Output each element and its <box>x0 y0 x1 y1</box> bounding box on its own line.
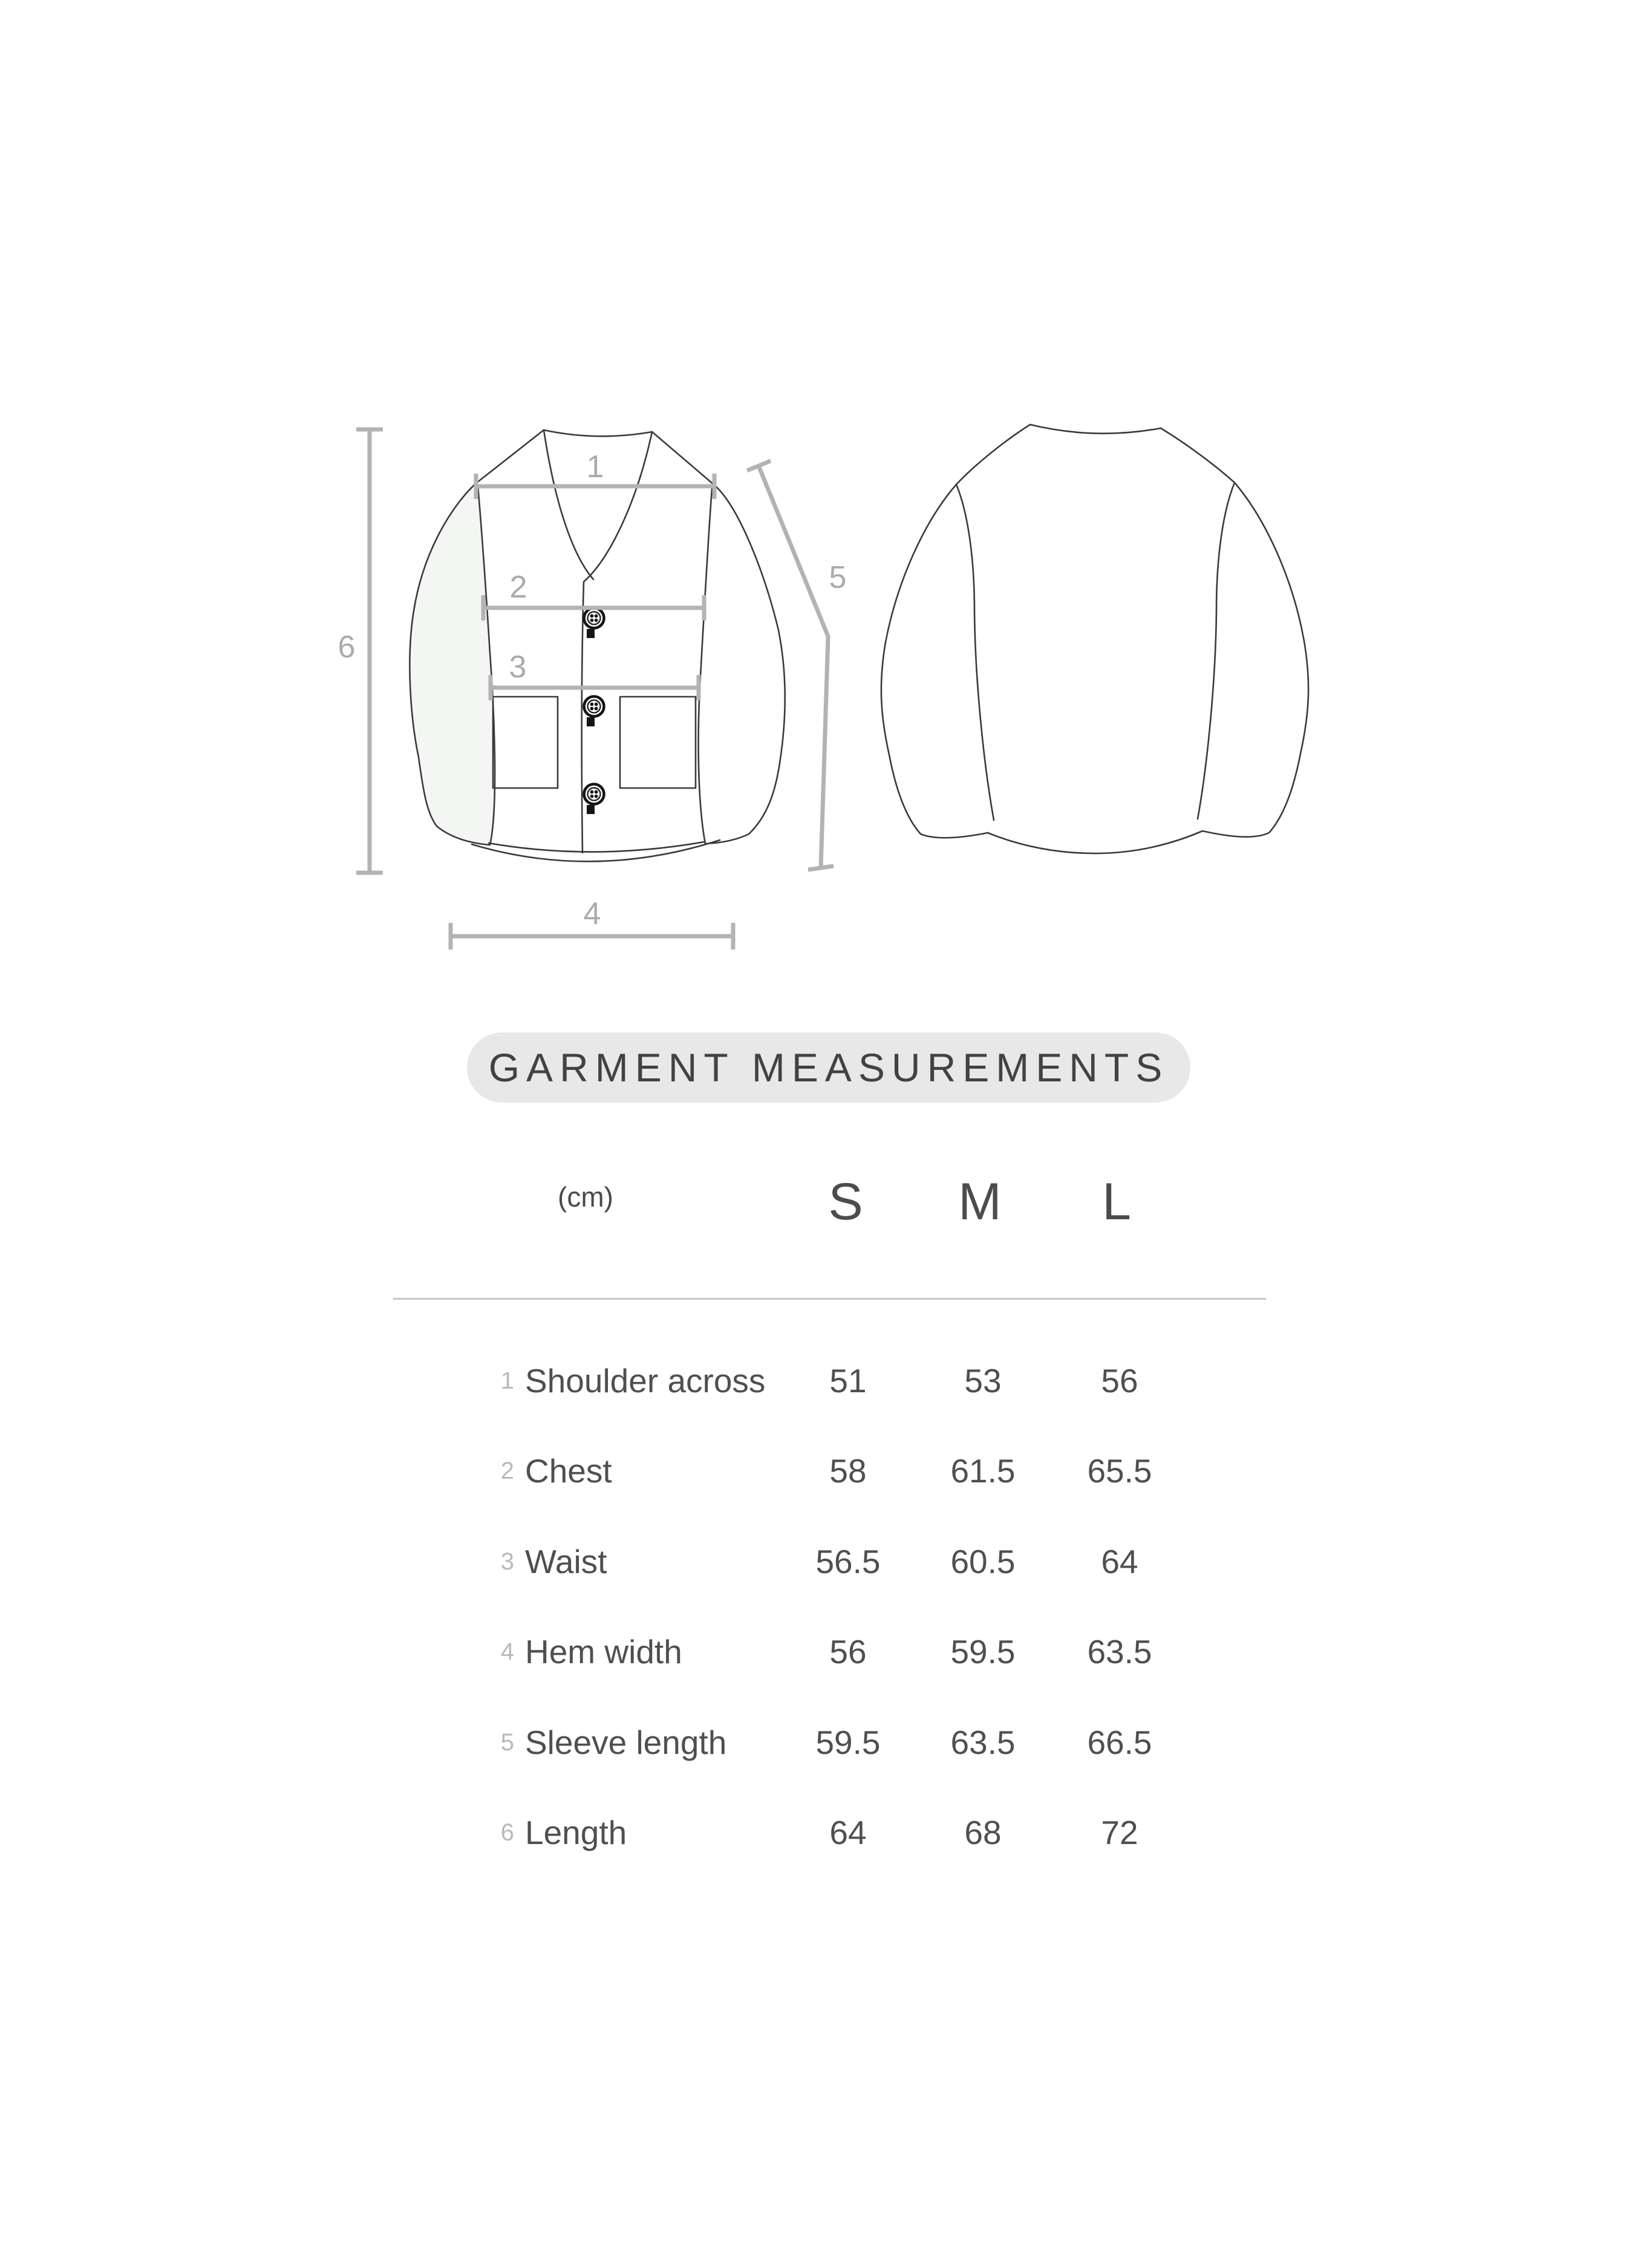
back-hem <box>987 830 1204 855</box>
row-number: 3 <box>500 1548 514 1575</box>
front-hem-lower <box>471 839 721 862</box>
section-title-pill: GARMENT MEASUREMENTS <box>467 1032 1190 1103</box>
value-l: 63.5 <box>1087 1633 1152 1670</box>
value-l: 56 <box>1101 1362 1138 1400</box>
table-row-sleeve-length: 5 Sleeve length 59.5 63.5 66.5 <box>392 1717 1246 1768</box>
table-row-length: 6 Length 64 68 72 <box>392 1807 1246 1858</box>
measurement-line-chest <box>481 595 706 621</box>
value-l: 64 <box>1101 1543 1138 1580</box>
value-s: 56.5 <box>815 1543 881 1580</box>
button-bottom <box>582 783 605 814</box>
value-s: 64 <box>829 1814 867 1851</box>
row-label: Length <box>525 1814 627 1851</box>
front-left-pocket <box>492 696 559 789</box>
front-hem-upper <box>488 841 705 853</box>
value-s: 51 <box>829 1362 867 1400</box>
back-left-armhole <box>955 483 995 821</box>
value-m: 63.5 <box>950 1724 1016 1761</box>
unit-label: (cm) <box>558 1181 613 1213</box>
front-right-shoulder-seam <box>651 431 716 486</box>
back-left-sleeve <box>880 423 1031 839</box>
measurement-line-waist <box>488 675 701 700</box>
measurement-line-shoulder <box>474 474 717 499</box>
table-row-chest: 2 Chest 58 61.5 65.5 <box>392 1445 1246 1496</box>
marker-label-3: 3 <box>509 650 527 685</box>
front-left-shoulder-seam <box>475 429 545 484</box>
value-l: 65.5 <box>1087 1452 1152 1490</box>
marker-label-4: 4 <box>584 896 601 931</box>
value-s: 56 <box>829 1633 867 1670</box>
row-label: Shoulder across <box>525 1362 766 1400</box>
row-label: Waist <box>525 1543 607 1580</box>
measurement-line-sleeve <box>746 458 834 872</box>
marker-label-2: 2 <box>510 570 527 605</box>
back-right-sleeve <box>1160 427 1310 838</box>
measurement-line-length <box>356 427 383 875</box>
size-header-m: M <box>958 1173 1002 1231</box>
value-m: 59.5 <box>950 1633 1016 1670</box>
table-row-shoulder-across: 1 Shoulder across 51 53 56 <box>392 1355 1246 1406</box>
front-left-sleeve <box>409 482 496 846</box>
front-view-drawing <box>409 429 786 862</box>
front-right-pocket <box>619 696 697 789</box>
value-l: 72 <box>1101 1814 1138 1851</box>
row-number: 2 <box>500 1457 514 1484</box>
value-l: 66.5 <box>1087 1724 1152 1761</box>
size-header-s: S <box>828 1173 863 1231</box>
back-right-armhole <box>1196 481 1236 820</box>
row-label: Sleeve length <box>525 1724 727 1761</box>
table-row-hem-width: 4 Hem width 56 59.5 63.5 <box>392 1626 1246 1677</box>
value-s: 59.5 <box>815 1724 881 1761</box>
marker-label-5: 5 <box>829 560 847 595</box>
row-number: 4 <box>500 1638 514 1665</box>
value-m: 68 <box>964 1814 1002 1851</box>
value-m: 60.5 <box>950 1543 1016 1580</box>
value-m: 53 <box>964 1362 1002 1400</box>
row-number: 6 <box>500 1819 514 1846</box>
front-right-sleeve <box>697 484 786 845</box>
marker-label-6: 6 <box>338 630 356 665</box>
row-label: Chest <box>525 1452 612 1490</box>
value-s: 58 <box>829 1452 867 1490</box>
measurement-line-hem <box>448 923 736 950</box>
row-number: 5 <box>500 1729 514 1756</box>
row-label: Hem width <box>525 1633 682 1670</box>
front-left-lapel <box>543 429 595 581</box>
front-neckline <box>543 429 653 437</box>
section-title: GARMENT MEASUREMENTS <box>488 1045 1169 1090</box>
marker-label-1: 1 <box>587 449 604 484</box>
row-number: 1 <box>500 1367 514 1394</box>
front-right-lapel-placket <box>581 431 653 854</box>
button-middle <box>582 695 605 726</box>
size-header-l: L <box>1102 1173 1131 1231</box>
garment-diagram: 1 2 3 4 5 6 <box>338 423 1310 950</box>
button-top <box>582 607 605 638</box>
header-divider <box>393 1298 1266 1300</box>
measurement-lines: 1 2 3 4 5 6 <box>338 427 847 950</box>
back-view-drawing <box>880 423 1310 855</box>
table-row-waist: 3 Waist 56.5 60.5 64 <box>392 1536 1246 1587</box>
back-neckline <box>1029 423 1162 434</box>
value-m: 61.5 <box>950 1452 1016 1490</box>
